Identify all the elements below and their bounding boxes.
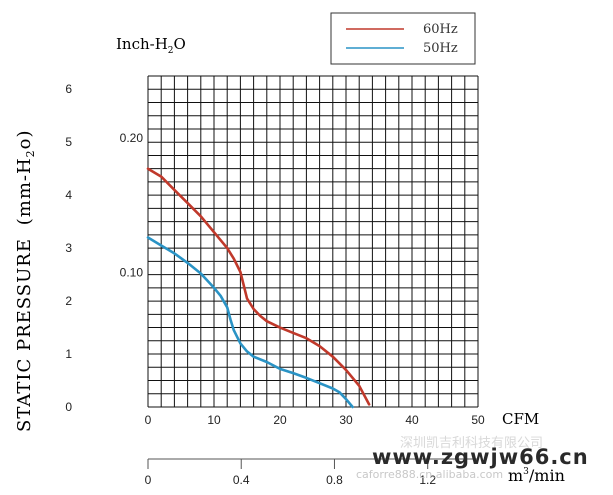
x2-tick-label: 0.4 (233, 473, 250, 487)
tick-labels: 0 10 20 30 40 50 0 1 2 3 4 5 6 0.10 0.20 (65, 82, 485, 427)
x-tick-label: 20 (273, 413, 287, 427)
y-tick-label: 5 (65, 135, 72, 149)
watermark-site: www.zgwjw66.cn (372, 445, 589, 469)
x-tick-label: 40 (405, 413, 419, 427)
watermark-shop: caforre888.cn.alibaba.com (356, 468, 503, 481)
x-tick-label: 50 (471, 413, 485, 427)
x2-tick-label: 0.8 (326, 473, 343, 487)
legend-label-50hz: 50Hz (423, 41, 458, 56)
y-tick-label: 1 (65, 347, 72, 361)
x-axis-title: CFM (502, 410, 539, 428)
y-tick-label: 2 (65, 294, 72, 308)
x2-tick-label: 1.2 (419, 473, 436, 487)
x-tick-label: 10 (207, 413, 221, 427)
x-tick-label: 0 (145, 413, 152, 427)
y-tick-label: 3 (65, 241, 72, 255)
x2-tick-label: 0 (145, 473, 152, 487)
secondary-x-ticks: 0 0.4 0.8 1.2 (145, 459, 436, 487)
y-tick-label: 0 (65, 400, 72, 414)
watermark-company: 深圳凯吉利科技有限公司 (400, 436, 543, 451)
secondary-y-axis-title: Inch-H2O (116, 35, 186, 56)
plot-grid (147, 75, 479, 408)
x-tick-label: 30 (339, 413, 353, 427)
y-axis-title: STATIC PRESSURE (mm-H2o) (14, 129, 37, 432)
y2-tick-label: 0.20 (120, 131, 144, 145)
secondary-x-axis-title: m3/min (508, 466, 565, 485)
y-tick-label: 4 (65, 188, 72, 202)
y2-tick-label: 0.10 (120, 265, 144, 279)
series-curves (146, 167, 371, 409)
watermark: 深圳凯吉利科技有限公司 www.zgwjw66.cn caforre888.cn… (356, 436, 589, 481)
y-tick-label: 6 (65, 82, 72, 96)
legend-label-60hz: 60Hz (423, 22, 458, 37)
legend: 60Hz 50Hz (330, 12, 476, 65)
legend-box (330, 12, 476, 65)
series-line-60hz (146, 167, 371, 406)
series-line-50hz (146, 236, 354, 409)
